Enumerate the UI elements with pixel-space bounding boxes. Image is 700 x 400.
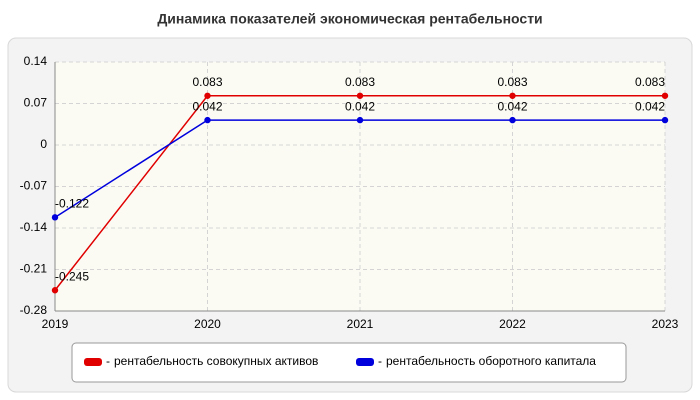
y-tick-label: 0.14	[24, 54, 48, 68]
data-point	[356, 92, 364, 99]
legend-dash: -	[106, 354, 110, 368]
legend-dash: -	[378, 354, 382, 368]
data-label: -0.122	[55, 197, 89, 211]
data-point	[204, 116, 211, 124]
legend-box	[71, 342, 627, 383]
legend-swatch	[356, 358, 374, 366]
chart-title: Динамика показателей экономическая рента…	[157, 11, 542, 27]
data-point	[51, 214, 59, 221]
y-tick-label: -0.21	[20, 262, 48, 276]
y-tick-label: -0.14	[20, 220, 48, 234]
y-tick-label: 0.07	[24, 96, 48, 110]
data-label: 0.042	[192, 99, 222, 113]
data-point	[509, 116, 516, 124]
data-label: 0.083	[192, 75, 222, 89]
y-tick-label: -0.07	[20, 179, 48, 193]
data-point	[509, 92, 516, 99]
data-point	[356, 116, 364, 124]
data-point	[661, 116, 669, 124]
data-label: 0.083	[635, 75, 665, 89]
data-label: -0.245	[55, 269, 89, 283]
data-point	[661, 92, 669, 99]
x-tick-label: 2019	[42, 317, 69, 331]
y-tick-label: 0	[40, 137, 47, 151]
legend-label: рентабельность совокупных активов	[114, 354, 318, 368]
data-label: 0.042	[497, 99, 527, 113]
legend-label: рентабельность оборотного капитала	[386, 354, 596, 368]
x-tick-label: 2020	[194, 317, 221, 331]
x-tick-label: 2023	[652, 317, 679, 331]
x-tick-label: 2022	[499, 317, 526, 331]
data-label: 0.042	[345, 99, 375, 113]
legend-swatch	[84, 358, 102, 366]
data-point	[204, 92, 211, 99]
data-label: 0.083	[345, 75, 375, 89]
data-label: 0.083	[497, 75, 527, 89]
x-tick-label: 2021	[347, 317, 374, 331]
data-point	[51, 287, 59, 294]
data-label: 0.042	[635, 99, 665, 113]
y-tick-label: -0.28	[20, 303, 48, 317]
